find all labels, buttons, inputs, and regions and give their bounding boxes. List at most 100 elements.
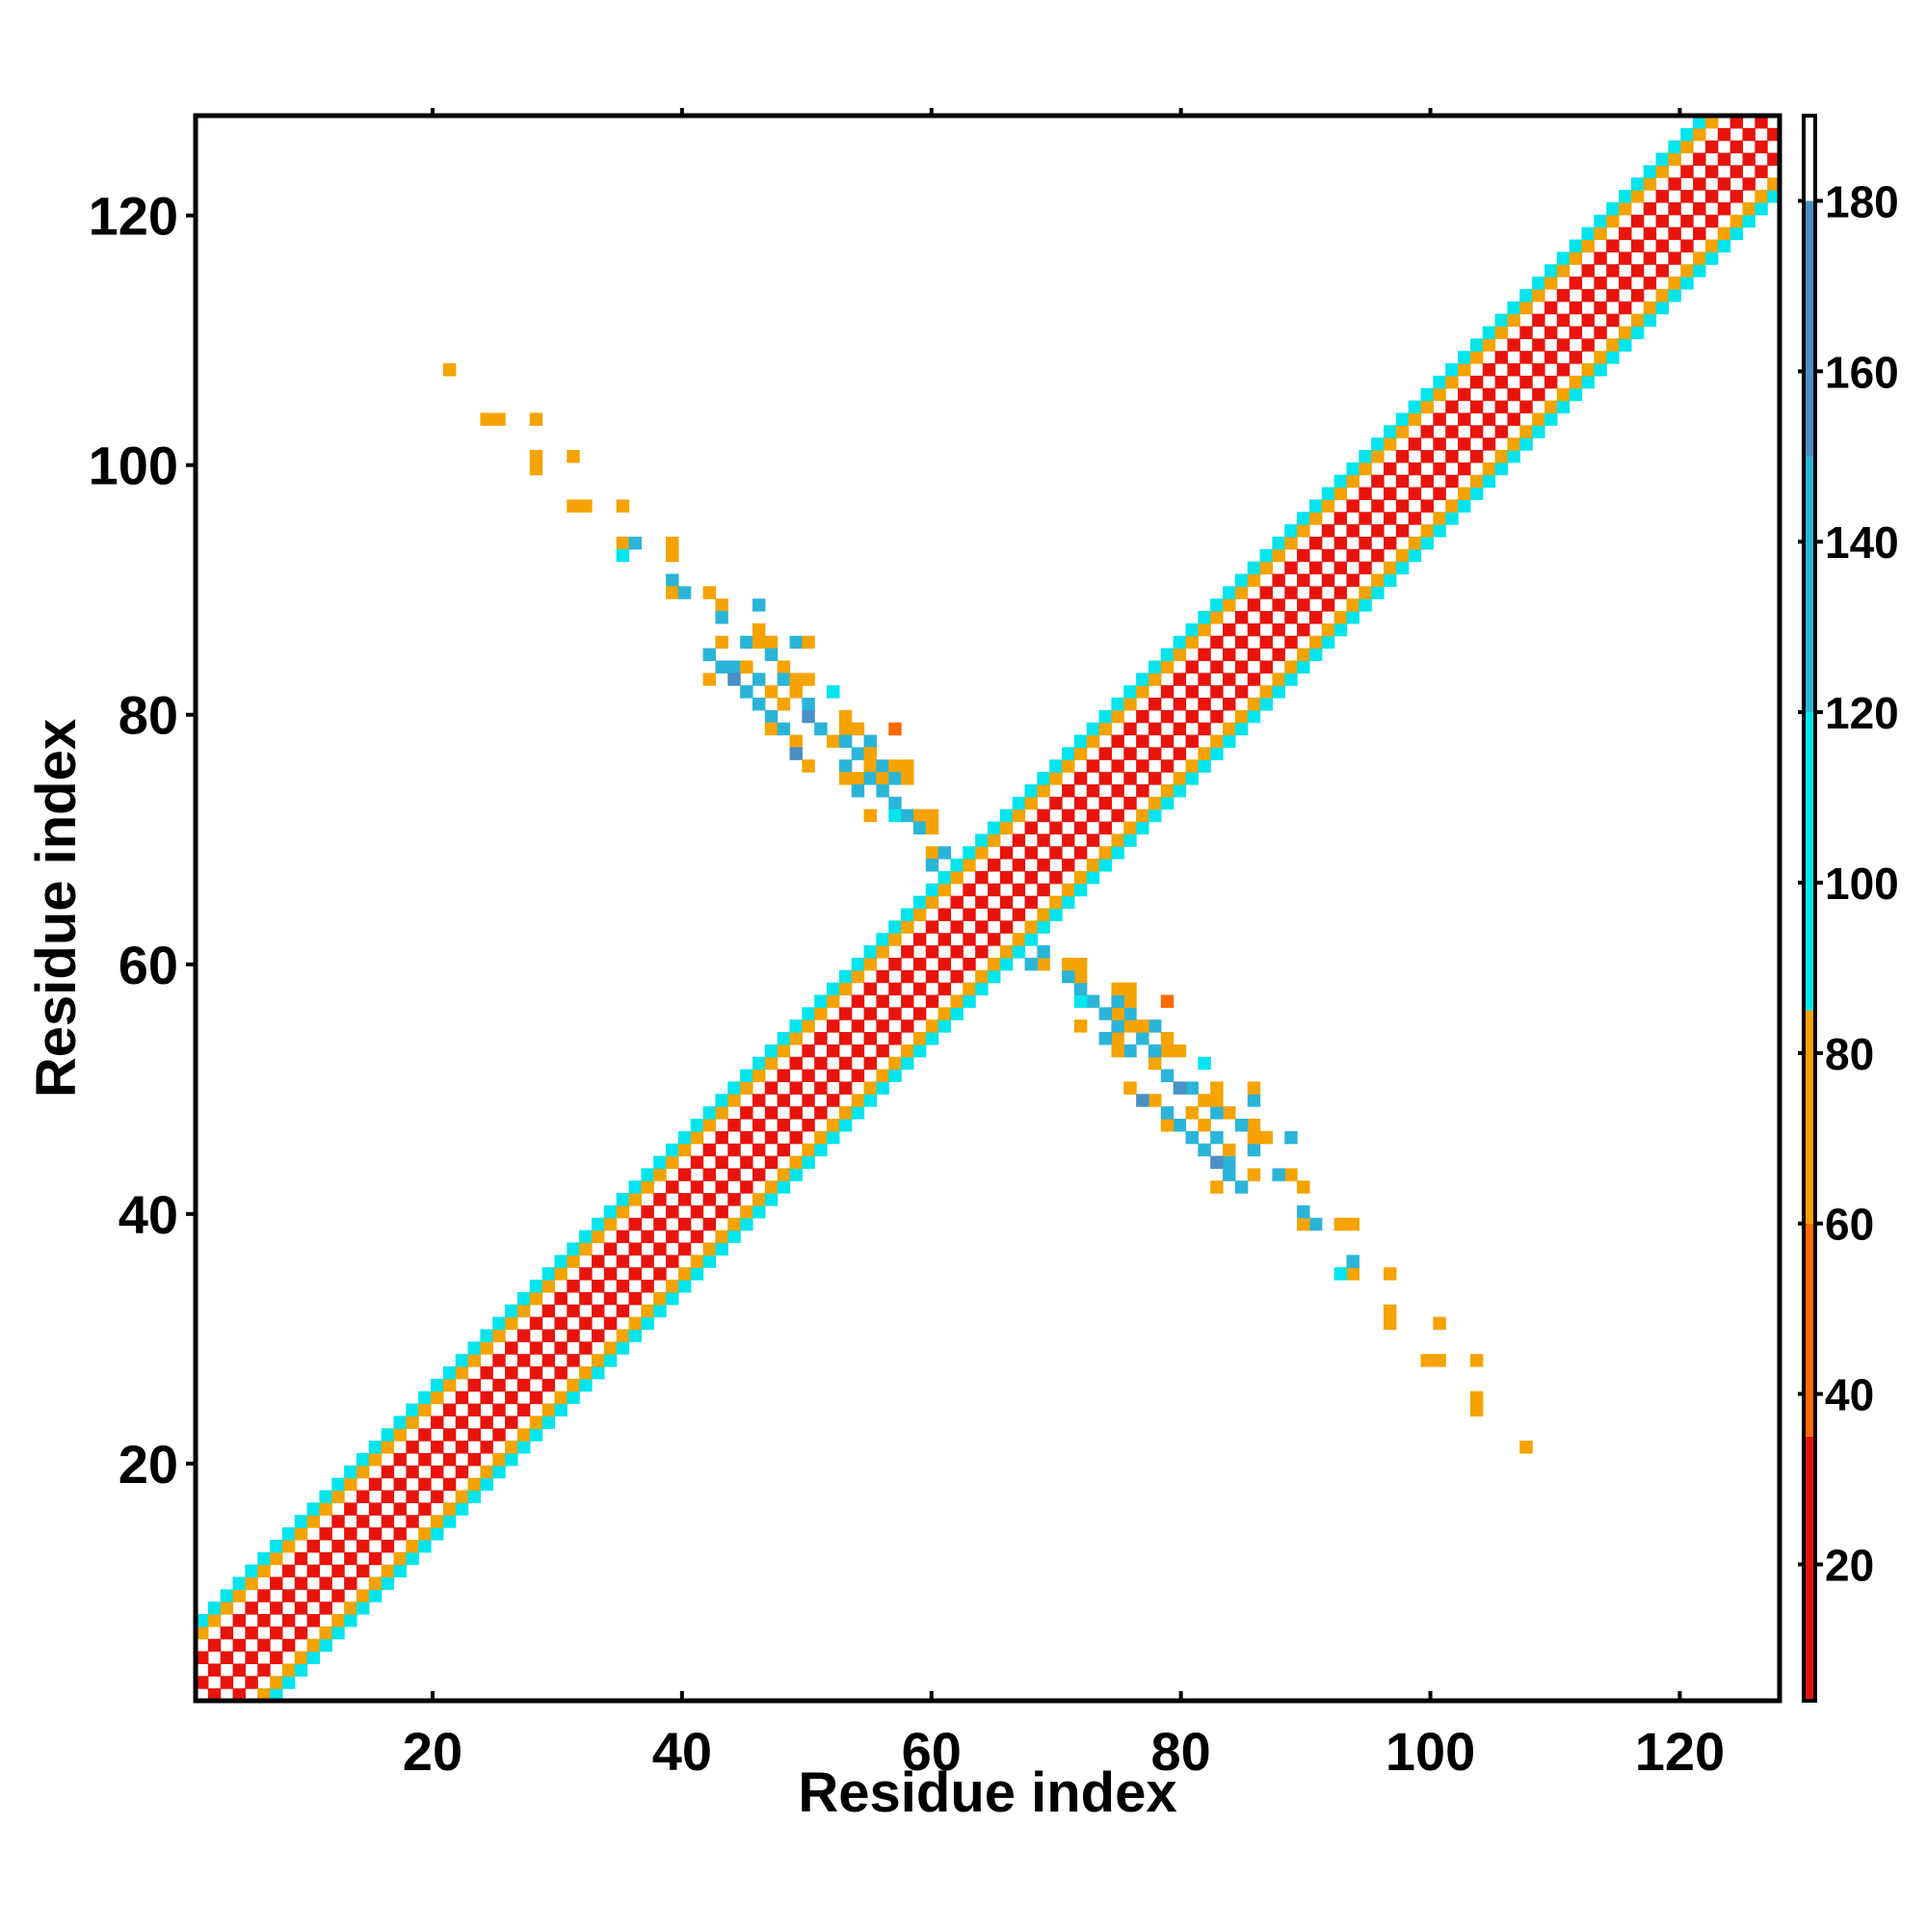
diagonal-cell <box>1272 598 1285 612</box>
diagonal-cell <box>912 1044 927 1058</box>
diagonal-cell <box>1148 772 1162 785</box>
diagonal-cell <box>1086 808 1100 823</box>
diagonal-cell <box>207 1601 222 1615</box>
diagonal-cell <box>1767 152 1781 166</box>
diagonal-cell <box>789 1019 803 1033</box>
diagonal-cell <box>1519 437 1533 451</box>
contact-cell-mirror <box>1259 1130 1273 1145</box>
diagonal-cell <box>1024 821 1038 834</box>
diagonal-cell <box>567 1329 580 1342</box>
contact-cell <box>715 635 728 649</box>
diagonal-cell <box>727 1217 741 1231</box>
diagonal-cell <box>1223 734 1236 749</box>
diagonal-cell <box>975 982 989 996</box>
diagonal-cell <box>1594 214 1607 228</box>
diagonal-cell <box>777 1094 791 1107</box>
diagonal-cell <box>294 1515 308 1528</box>
diagonal-cell <box>1445 363 1459 377</box>
diagonal-cell <box>1680 277 1694 290</box>
diagonal-cell <box>1333 561 1348 575</box>
diagonal-cell <box>281 1589 296 1602</box>
diagonal-cell <box>1111 734 1124 749</box>
diagonal-cell <box>270 1626 283 1640</box>
diagonal-cell <box>1693 127 1706 142</box>
diagonal-cell <box>220 1601 234 1615</box>
contact-cell <box>752 698 766 711</box>
contact-cell-mirror <box>1346 1267 1359 1281</box>
diagonal-cell <box>912 933 927 946</box>
contact-cell-mirror <box>1519 1441 1533 1454</box>
diagonal-cell <box>789 1081 803 1095</box>
diagonal-cell <box>554 1291 568 1306</box>
contact-cell <box>715 611 728 624</box>
diagonal-cell <box>1755 116 1768 129</box>
diagonal-cell <box>1223 648 1236 662</box>
diagonal-cell <box>541 1280 556 1293</box>
diagonal-cell <box>281 1638 296 1653</box>
diagonal-cell <box>1680 264 1694 278</box>
diagonal-cell <box>1606 351 1620 364</box>
diagonal-cell <box>1482 474 1496 489</box>
diagonal-cell <box>455 1465 469 1479</box>
diagonal-cell <box>1544 301 1558 315</box>
diagonal-cell <box>1693 201 1706 216</box>
diagonal-cell <box>1123 834 1137 847</box>
x-axis-label: Residue index <box>798 1761 1176 1824</box>
diagonal-cell <box>1395 449 1410 463</box>
diagonal-cell <box>901 969 914 984</box>
diagonal-cell <box>802 1007 815 1020</box>
diagonal-cell <box>666 1255 679 1268</box>
diagonal-cell <box>1321 598 1335 612</box>
diagonal-cell <box>1098 821 1113 834</box>
diagonal-cell <box>294 1651 308 1665</box>
diagonal-cell <box>1371 499 1385 513</box>
diagonal-cell <box>1198 747 1211 760</box>
diagonal-cell <box>1594 277 1607 290</box>
diagonal-cell <box>937 957 952 971</box>
diagonal-cell <box>752 1193 766 1206</box>
diagonal-cell <box>554 1390 568 1405</box>
diagonal-cell <box>727 1193 741 1206</box>
diagonal-cell <box>715 1230 728 1244</box>
diagonal-cell <box>579 1267 593 1281</box>
diagonal-cell <box>827 1094 840 1107</box>
diagonal-cell <box>1655 190 1669 203</box>
diagonal-cell <box>963 859 976 872</box>
diagonal-cell <box>1482 326 1496 339</box>
diagonal-cell <box>1384 462 1397 476</box>
contact-cell-mirror <box>1247 1118 1261 1132</box>
diagonal-cell <box>1433 524 1446 538</box>
diagonal-cell <box>777 1118 791 1132</box>
diagonal-cell <box>1062 859 1075 872</box>
diagonal-cell <box>541 1416 556 1429</box>
diagonal-cell <box>690 1230 704 1244</box>
diagonal-cell <box>1569 387 1583 402</box>
diagonal-cell <box>592 1217 605 1231</box>
contact-cell-mirror <box>1173 1044 1187 1058</box>
diagonal-cell <box>1173 722 1187 736</box>
diagonal-cell <box>1359 512 1372 525</box>
diagonal-cell <box>814 1143 828 1157</box>
diagonal-cell <box>1445 400 1459 414</box>
diagonal-cell <box>1630 239 1645 252</box>
contact-cell-mirror <box>1308 1217 1323 1231</box>
diagonal-cell <box>752 1056 766 1071</box>
diagonal-cell <box>603 1217 618 1231</box>
diagonal-cell <box>1643 177 1657 191</box>
diagonal-cell <box>1643 165 1657 178</box>
diagonal-cell <box>567 1354 580 1367</box>
diagonal-cell <box>1507 412 1520 426</box>
diagonal-cell <box>245 1626 258 1640</box>
diagonal-cell <box>1408 400 1422 414</box>
contact-cell-mirror <box>1247 1094 1261 1107</box>
diagonal-cell <box>1073 846 1088 860</box>
diagonal-cell <box>641 1230 654 1244</box>
diagonal-cell <box>245 1651 258 1665</box>
diagonal-cell <box>925 994 939 1008</box>
diagonal-cell <box>1519 375 1533 389</box>
diagonal-cell <box>937 933 952 946</box>
contact-cell-mirror <box>1210 1094 1224 1107</box>
diagonal-cell <box>653 1291 667 1306</box>
diagonal-cell <box>1433 412 1446 426</box>
diagonal-cell <box>1210 635 1224 649</box>
